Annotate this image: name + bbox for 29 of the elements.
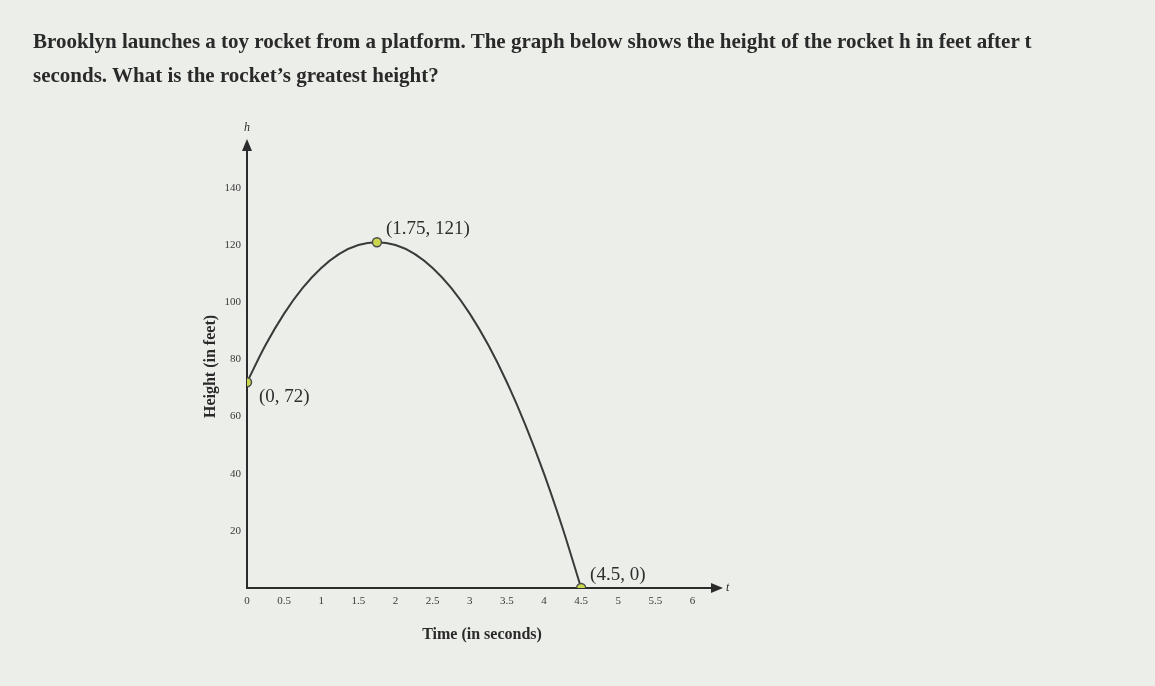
annotation: (0, 72): [259, 385, 310, 408]
x-tick-label: 4.5: [574, 594, 589, 607]
x-axis-title: Time (in seconds): [422, 624, 542, 643]
x-tick-label: 3.5: [500, 594, 515, 607]
x-tick-label: 1.5: [351, 594, 366, 607]
x-tick-label: 0.5: [277, 594, 292, 607]
y-tick-label: 120: [224, 237, 242, 250]
y-tick-label: 40: [230, 466, 242, 479]
x-tick-label: 5.5: [648, 594, 663, 607]
x-tick-label: 6: [689, 594, 696, 607]
y-tick-label: 140: [224, 180, 242, 193]
x-tick-label: 1: [318, 594, 324, 607]
y-tick-label: 20: [230, 523, 242, 536]
y-axis-title: Height (in feet): [200, 314, 219, 419]
annotation: (1.75, 121): [385, 217, 470, 240]
point: [371, 236, 383, 248]
x-tick-label: 5: [615, 594, 622, 607]
y-tick-label: 80: [230, 352, 242, 365]
y-tick-label: 60: [230, 409, 242, 422]
x-tick-label: 4: [541, 594, 548, 607]
annotation: h: [244, 120, 250, 135]
annotation: t: [726, 580, 730, 595]
chart-title: Brooklyn launches a toy rocket from a platform. The graph below shows the height of the rocket h in feet after t seconds. What is the rocket’s greatest height?: [33, 28, 1033, 89]
x-tick-label: 2.5: [425, 594, 440, 607]
x-tick-label: 0: [244, 594, 251, 607]
x-tick-label: 3: [467, 594, 473, 607]
x-tick-label: 2: [392, 594, 399, 607]
annotation: (4.5, 0): [590, 562, 646, 585]
y-tick-label: 100: [224, 295, 242, 308]
